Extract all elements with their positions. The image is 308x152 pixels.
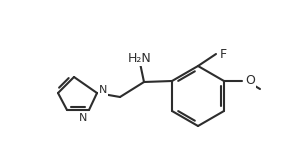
Text: N: N (99, 85, 107, 95)
Text: O: O (245, 74, 255, 88)
Text: N: N (79, 113, 87, 123)
Text: F: F (220, 47, 227, 60)
Text: H₂N: H₂N (128, 52, 152, 64)
